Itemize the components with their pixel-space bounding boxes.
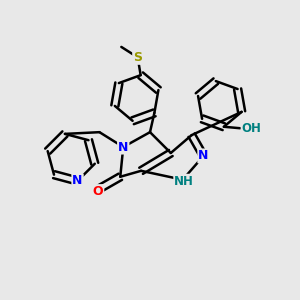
Text: N: N <box>198 149 209 162</box>
Text: NH: NH <box>174 175 194 188</box>
Text: OH: OH <box>242 122 262 135</box>
Text: N: N <box>72 175 83 188</box>
Text: S: S <box>133 51 142 64</box>
Text: O: O <box>93 185 103 198</box>
Text: N: N <box>118 140 128 154</box>
